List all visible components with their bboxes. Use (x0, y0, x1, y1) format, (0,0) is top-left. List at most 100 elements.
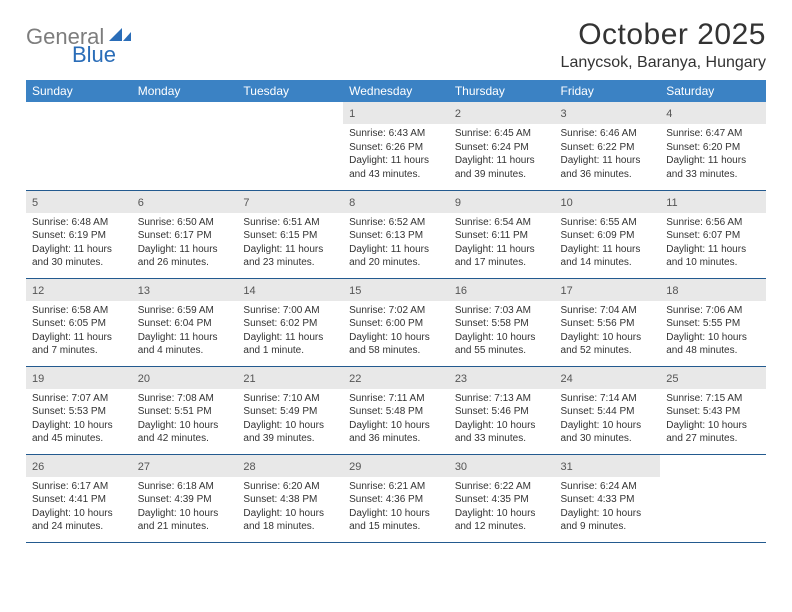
location: Lanycsok, Baranya, Hungary (561, 54, 766, 72)
day-details: Sunrise: 7:15 AMSunset: 5:43 PMDaylight:… (660, 389, 766, 450)
daylight-line: Daylight: 10 hours and 36 minutes. (349, 419, 443, 446)
col-thursday: Thursday (449, 80, 555, 102)
day-details: Sunrise: 7:11 AMSunset: 5:48 PMDaylight:… (343, 389, 449, 450)
sunset-line: Sunset: 5:56 PM (561, 317, 655, 331)
sunrise-line: Sunrise: 7:11 AM (349, 392, 443, 406)
calendar-cell: 13Sunrise: 6:59 AMSunset: 6:04 PMDayligh… (132, 278, 238, 366)
day-number: 21 (243, 373, 255, 385)
logo-text-blue: Blue (72, 42, 116, 68)
sunrise-line: Sunrise: 7:00 AM (243, 304, 337, 318)
sunrise-line: Sunrise: 6:17 AM (32, 480, 126, 494)
daylight-line: Daylight: 10 hours and 33 minutes. (455, 419, 549, 446)
day-details: Sunrise: 6:45 AMSunset: 6:24 PMDaylight:… (449, 124, 555, 185)
sunrise-line: Sunrise: 7:07 AM (32, 392, 126, 406)
daylight-line: Daylight: 11 hours and 30 minutes. (32, 243, 126, 270)
sunset-line: Sunset: 5:46 PM (455, 405, 549, 419)
day-details: Sunrise: 6:55 AMSunset: 6:09 PMDaylight:… (555, 213, 661, 274)
calendar-cell: 24Sunrise: 7:14 AMSunset: 5:44 PMDayligh… (555, 366, 661, 454)
day-details: Sunrise: 7:04 AMSunset: 5:56 PMDaylight:… (555, 301, 661, 362)
sunrise-line: Sunrise: 6:59 AM (138, 304, 232, 318)
sunset-line: Sunset: 6:20 PM (666, 141, 760, 155)
calendar-cell: 5Sunrise: 6:48 AMSunset: 6:19 PMDaylight… (26, 190, 132, 278)
day-number: 30 (455, 461, 467, 473)
sunset-line: Sunset: 6:13 PM (349, 229, 443, 243)
calendar-cell: 10Sunrise: 6:55 AMSunset: 6:09 PMDayligh… (555, 190, 661, 278)
daylight-line: Daylight: 10 hours and 24 minutes. (32, 507, 126, 534)
calendar-cell: 16Sunrise: 7:03 AMSunset: 5:58 PMDayligh… (449, 278, 555, 366)
sunrise-line: Sunrise: 6:46 AM (561, 127, 655, 141)
calendar-cell: 14 Sunrise: 7:00 AMSunset: 6:02 PMDayligh… (237, 278, 343, 366)
sunset-line: Sunset: 6:17 PM (138, 229, 232, 243)
daylight-line: Daylight: 10 hours and 45 minutes. (32, 419, 126, 446)
daylight-line: Daylight: 11 hours and 39 minutes. (455, 154, 549, 181)
day-number: 6 (138, 197, 144, 209)
daylight-line: Daylight: 10 hours and 55 minutes. (455, 331, 549, 358)
sunset-line: Sunset: 6:11 PM (455, 229, 549, 243)
sunset-line: Sunset: 5:58 PM (455, 317, 549, 331)
sunrise-line: Sunrise: 6:45 AM (455, 127, 549, 141)
calendar-table: Sunday Monday Tuesday Wednesday Thursday… (26, 80, 766, 543)
day-details: Sunrise: 7:07 AMSunset: 5:53 PMDaylight:… (26, 389, 132, 450)
col-saturday: Saturday (660, 80, 766, 102)
day-details: Sunrise: 7:00 AMSunset: 6:02 PMDaylight:… (237, 301, 343, 362)
calendar-cell: 1Sunrise: 6:43 AMSunset: 6:26 PMDaylight… (343, 102, 449, 190)
daylight-line: Daylight: 10 hours and 30 minutes. (561, 419, 655, 446)
day-number: 8 (349, 197, 355, 209)
sunset-line: Sunset: 5:43 PM (666, 405, 760, 419)
calendar-cell: 15Sunrise: 7:02 AMSunset: 6:00 PMDayligh… (343, 278, 449, 366)
day-number: 17 (561, 285, 573, 297)
sunrise-line: Sunrise: 7:03 AM (455, 304, 549, 318)
daylight-line: Daylight: 10 hours and 15 minutes. (349, 507, 443, 534)
calendar-cell: 31Sunrise: 6:24 AMSunset: 4:33 PMDayligh… (555, 454, 661, 542)
day-number: 12 (32, 285, 44, 297)
sunrise-line: Sunrise: 6:22 AM (455, 480, 549, 494)
sunrise-line: Sunrise: 6:50 AM (138, 216, 232, 230)
month-title: October 2025 (561, 18, 766, 52)
daylight-line: Daylight: 10 hours and 42 minutes. (138, 419, 232, 446)
daylight-line: Daylight: 10 hours and 52 minutes. (561, 331, 655, 358)
calendar-row: 26Sunrise: 6:17 AMSunset: 4:41 PMDayligh… (26, 454, 766, 542)
daylight-line: Daylight: 10 hours and 39 minutes. (243, 419, 337, 446)
calendar-row: 1Sunrise: 6:43 AMSunset: 6:26 PMDaylight… (26, 102, 766, 190)
sunset-line: Sunset: 6:09 PM (561, 229, 655, 243)
day-details: Sunrise: 6:50 AMSunset: 6:17 PMDaylight:… (132, 213, 238, 274)
sunset-line: Sunset: 4:39 PM (138, 493, 232, 507)
sunset-line: Sunset: 6:24 PM (455, 141, 549, 155)
day-details: Sunrise: 6:54 AMSunset: 6:11 PMDaylight:… (449, 213, 555, 274)
daylight-line: Daylight: 11 hours and 4 minutes. (138, 331, 232, 358)
day-number: 14 (243, 285, 255, 297)
sunrise-line: Sunrise: 7:02 AM (349, 304, 443, 318)
col-wednesday: Wednesday (343, 80, 449, 102)
day-details: Sunrise: 7:14 AMSunset: 5:44 PMDaylight:… (555, 389, 661, 450)
day-number: 29 (349, 461, 361, 473)
day-number: 31 (561, 461, 573, 473)
col-friday: Friday (555, 80, 661, 102)
day-details: Sunrise: 6:17 AMSunset: 4:41 PMDaylight:… (26, 477, 132, 538)
sunrise-line: Sunrise: 6:56 AM (666, 216, 760, 230)
calendar-cell (237, 102, 343, 190)
calendar-cell: 26Sunrise: 6:17 AMSunset: 4:41 PMDayligh… (26, 454, 132, 542)
daylight-line: Daylight: 11 hours and 23 minutes. (243, 243, 337, 270)
calendar-cell: 21Sunrise: 7:10 AMSunset: 5:49 PMDayligh… (237, 366, 343, 454)
sunset-line: Sunset: 4:35 PM (455, 493, 549, 507)
day-number: 5 (32, 197, 38, 209)
sunset-line: Sunset: 4:41 PM (32, 493, 126, 507)
sunrise-line: Sunrise: 6:24 AM (561, 480, 655, 494)
sunrise-line: Sunrise: 6:54 AM (455, 216, 549, 230)
col-monday: Monday (132, 80, 238, 102)
sunrise-line: Sunrise: 6:52 AM (349, 216, 443, 230)
calendar-cell: 20Sunrise: 7:08 AMSunset: 5:51 PMDayligh… (132, 366, 238, 454)
sunrise-line: Sunrise: 6:47 AM (666, 127, 760, 141)
sunrise-line: Sunrise: 7:13 AM (455, 392, 549, 406)
day-details: Sunrise: 6:59 AMSunset: 6:04 PMDaylight:… (132, 301, 238, 362)
sunset-line: Sunset: 4:33 PM (561, 493, 655, 507)
day-details: Sunrise: 7:03 AMSunset: 5:58 PMDaylight:… (449, 301, 555, 362)
col-tuesday: Tuesday (237, 80, 343, 102)
calendar-cell: 8Sunrise: 6:52 AMSunset: 6:13 PMDaylight… (343, 190, 449, 278)
sunset-line: Sunset: 6:02 PM (243, 317, 337, 331)
day-number: 4 (666, 108, 672, 120)
daylight-line: Daylight: 11 hours and 36 minutes. (561, 154, 655, 181)
daylight-line: Daylight: 10 hours and 12 minutes. (455, 507, 549, 534)
header: General Blue October 2025 Lanycsok, Bara… (26, 18, 766, 72)
daylight-line: Daylight: 10 hours and 48 minutes. (666, 331, 760, 358)
